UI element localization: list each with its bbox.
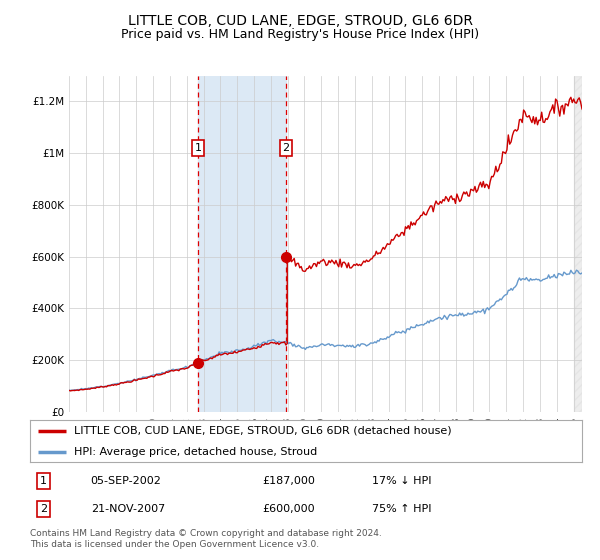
Bar: [198, 76, 286, 412]
Text: £187,000: £187,000: [262, 476, 315, 486]
Text: 1: 1: [40, 476, 47, 486]
Text: 05-SEP-2002: 05-SEP-2002: [91, 476, 161, 486]
Text: 21-NOV-2007: 21-NOV-2007: [91, 504, 165, 514]
Text: 2: 2: [40, 504, 47, 514]
Text: 75% ↑ HPI: 75% ↑ HPI: [372, 504, 432, 514]
Text: Contains HM Land Registry data © Crown copyright and database right 2024.
This d: Contains HM Land Registry data © Crown c…: [30, 529, 382, 549]
Text: 2: 2: [283, 143, 290, 153]
Text: HPI: Average price, detached house, Stroud: HPI: Average price, detached house, Stro…: [74, 447, 317, 457]
Text: Price paid vs. HM Land Registry's House Price Index (HPI): Price paid vs. HM Land Registry's House …: [121, 28, 479, 41]
Text: £600,000: £600,000: [262, 504, 314, 514]
Text: LITTLE COB, CUD LANE, EDGE, STROUD, GL6 6DR: LITTLE COB, CUD LANE, EDGE, STROUD, GL6 …: [128, 14, 473, 28]
Text: LITTLE COB, CUD LANE, EDGE, STROUD, GL6 6DR (detached house): LITTLE COB, CUD LANE, EDGE, STROUD, GL6 …: [74, 426, 452, 436]
Text: 17% ↓ HPI: 17% ↓ HPI: [372, 476, 432, 486]
Text: 1: 1: [194, 143, 202, 153]
Bar: [574, 76, 582, 412]
